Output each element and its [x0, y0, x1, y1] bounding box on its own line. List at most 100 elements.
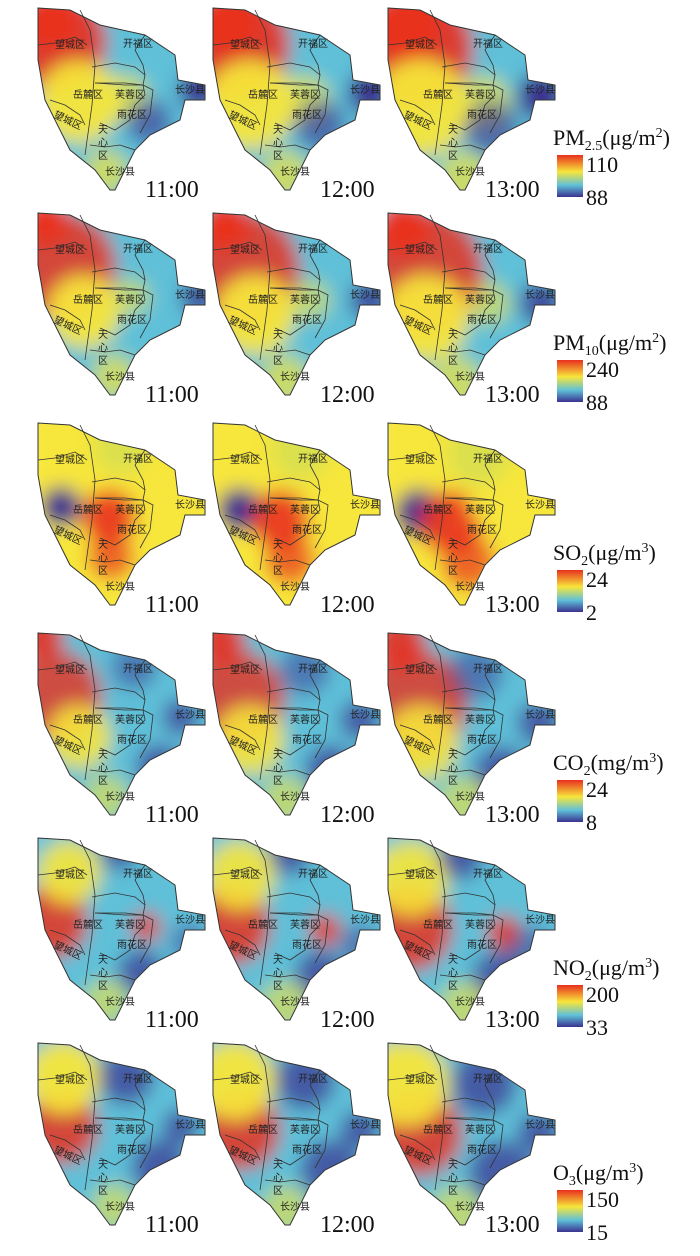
colorbar-max: 240 — [586, 357, 619, 382]
district-boundary — [399, 99, 436, 126]
district-boundary — [94, 707, 146, 756]
district-label-tianxin: 区 — [98, 1185, 108, 1197]
time-label: 11:00 — [145, 592, 199, 618]
heatmap-blob — [437, 151, 491, 190]
district-label-yuelu: 岳麓区 — [73, 293, 103, 306]
heatmap-blob — [118, 949, 164, 995]
city-outline — [387, 632, 556, 816]
district-boundary — [444, 287, 496, 336]
heatmap-blob — [46, 704, 112, 770]
district-boundary — [444, 1117, 496, 1166]
district-boundary — [399, 1134, 436, 1161]
district-boundary — [489, 84, 504, 134]
time-label: 11:00 — [145, 1212, 199, 1238]
district-boundary — [212, 1071, 263, 1081]
district-boundary — [89, 144, 136, 151]
legend-title: PM2.5(μg/m2) — [553, 125, 670, 154]
district-label-tianxin: 心 — [98, 1172, 108, 1184]
district-label-furong: 芙蓉区 — [465, 918, 495, 931]
district-label-yuhua: 雨花区 — [467, 938, 497, 951]
colorbar-max: 24 — [586, 777, 608, 802]
district-boundary — [309, 1069, 321, 1111]
district-boundary — [79, 839, 96, 986]
district-boundary — [387, 661, 438, 671]
district-label-changsha_county: 长沙县 — [350, 499, 380, 511]
district-boundary — [49, 1134, 86, 1161]
legend-o3: O3(μg/m3)150 15 — [553, 1160, 644, 1245]
district-label-wangcheng: 望城区 — [405, 38, 435, 51]
district-label-tianxin: 心 — [448, 342, 458, 354]
heatmap-blob — [47, 275, 121, 349]
district-boundary — [139, 499, 154, 549]
district-label-furong: 芙蓉区 — [465, 713, 495, 726]
district-boundary — [269, 1117, 321, 1166]
district-boundary — [387, 36, 438, 46]
colorbar-max: 110 — [586, 152, 618, 177]
district-label-tianxin: 天 — [273, 125, 283, 136]
heatmap-blob — [449, 646, 503, 700]
heatmap-blob — [429, 356, 483, 395]
district-label-furong: 芙蓉区 — [115, 1123, 145, 1136]
district-label-furong: 芙蓉区 — [465, 1123, 495, 1136]
district-label-kaifu: 开福区 — [473, 242, 503, 255]
district-label-changsha_county: 长沙县 — [350, 709, 380, 721]
district-boundary — [439, 1179, 486, 1186]
district-label-kaifu: 开福区 — [473, 867, 503, 880]
district-boundary — [212, 241, 263, 251]
district-boundary — [269, 82, 321, 131]
district-boundary — [37, 1071, 88, 1081]
district-boundary — [134, 239, 146, 281]
district-boundary — [94, 82, 146, 131]
district-label-tianxin: 区 — [273, 980, 283, 992]
district-label-tianxin: 天 — [98, 540, 108, 551]
district-label-tianxin: 区 — [273, 775, 283, 787]
district-boundary — [89, 559, 136, 566]
heatmap-blob — [467, 281, 511, 325]
district-boundary — [89, 1179, 136, 1186]
district-label-yuhua: 雨花区 — [117, 313, 147, 326]
district-label-tianxin: 心 — [273, 342, 283, 354]
district-boundary — [224, 99, 261, 126]
district-label-furong: 芙蓉区 — [115, 503, 145, 516]
district-label-tianxin: 天 — [273, 540, 283, 551]
legend-title: NO2(μg/m3) — [553, 955, 659, 984]
heatmap-blob — [100, 838, 138, 871]
district-label-tianxin: 天 — [448, 330, 458, 341]
district-label-changsha_county: 长沙县 — [525, 709, 555, 721]
district-label-changsha_county_lower: 长沙县 — [455, 791, 485, 803]
district-label-furong: 芙蓉区 — [115, 88, 145, 101]
heatmap-blob — [388, 633, 426, 670]
district-boundary — [484, 449, 496, 491]
district-boundary — [439, 974, 486, 981]
heatmap-blob — [517, 701, 555, 745]
district-boundary — [254, 1044, 271, 1191]
district-label-wangcheng: 望城区 — [230, 453, 260, 466]
district-label-yuelu: 岳麓区 — [73, 88, 103, 101]
district-label-tianxin: 天 — [98, 1160, 108, 1171]
heatmap-blob — [215, 275, 295, 355]
time-label: 12:00 — [320, 1007, 375, 1033]
district-boundary — [429, 214, 446, 361]
heatmap-blob — [38, 213, 69, 245]
district-boundary — [212, 661, 263, 671]
district-label-wangcheng: 望城区 — [230, 243, 260, 256]
district-label-tianxin: 心 — [448, 552, 458, 564]
district-label-yuelu: 岳麓区 — [423, 1123, 453, 1136]
district-label-yuelu: 岳麓区 — [248, 918, 278, 931]
district-label-wangcheng: 望城区 — [55, 38, 85, 51]
district-boundary — [399, 724, 436, 751]
district-boundary — [134, 1069, 146, 1111]
district-label-furong: 芙蓉区 — [290, 293, 320, 306]
district-boundary — [134, 449, 146, 491]
district-boundary — [264, 559, 311, 566]
district-label-tianxin: 心 — [448, 137, 458, 149]
heatmap-blob — [81, 489, 137, 545]
time-label: 13:00 — [485, 1007, 540, 1033]
district-label-changsha_county_lower: 长沙县 — [105, 166, 135, 178]
heatmap-blob — [265, 535, 315, 585]
